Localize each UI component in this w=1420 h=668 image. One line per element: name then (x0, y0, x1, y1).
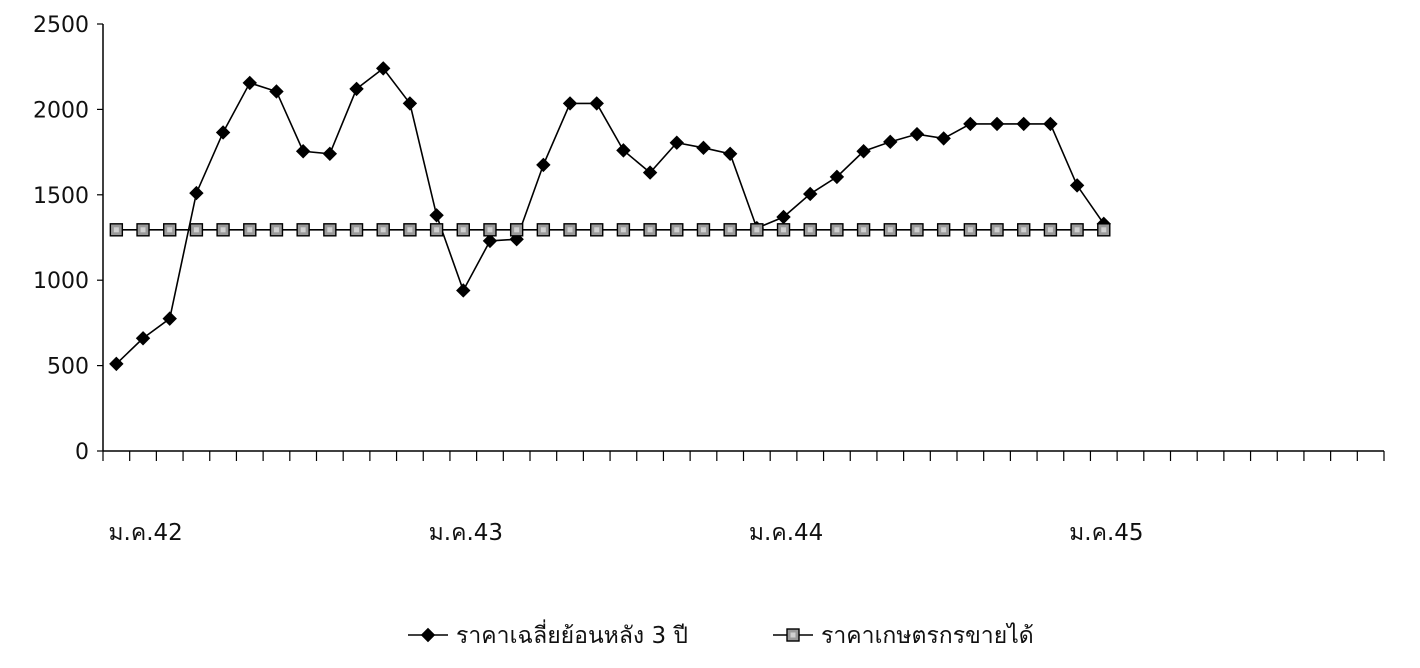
data-point-diamond (589, 96, 604, 111)
data-point-square-inner (647, 227, 653, 233)
data-point-diamond (562, 96, 578, 111)
data-point-diamond (883, 134, 898, 150)
data-point-square-inner (193, 227, 199, 233)
data-point-diamond (135, 331, 151, 346)
data-point-diamond (1043, 116, 1058, 132)
chart-legend: ราคาเฉลี่ยย้อนหลัง 3 ปี ราคาเกษตรกรขายได้ (408, 619, 1034, 649)
data-point-diamond (456, 283, 471, 298)
data-point-diamond (402, 96, 418, 111)
data-point-diamond (295, 144, 311, 159)
data-point-diamond (936, 131, 951, 146)
data-point-square-inner (380, 227, 386, 233)
data-point-square-inner (567, 227, 573, 233)
data-point-square-inner (300, 227, 306, 233)
data-point-square-inner (861, 227, 867, 233)
data-point-square-inner (914, 227, 920, 233)
data-point-diamond (909, 126, 925, 142)
data-point-diamond (162, 311, 177, 326)
data-point-square-inner (1101, 227, 1107, 233)
data-point-diamond (269, 84, 284, 99)
y-tick-label: 2500 (33, 13, 89, 38)
data-point-square-inner (1021, 227, 1027, 233)
data-point-square-inner (514, 227, 520, 233)
y-tick-label: 1500 (33, 184, 89, 209)
legend-entry-1: ราคาเฉลี่ยย้อนหลัง 3 ปี (408, 619, 688, 649)
data-point-diamond (669, 135, 684, 150)
data-point-square-inner (620, 227, 626, 233)
legend-entry-2: ราคาเกษตรกรขายได้ (773, 622, 1034, 649)
y-tick-label: 500 (47, 355, 89, 380)
series-1 (109, 61, 1111, 372)
legend-label: ราคาเฉลี่ยย้อนหลัง 3 ปี (456, 619, 688, 649)
data-point-diamond (696, 140, 711, 156)
data-point-diamond (829, 169, 845, 185)
data-point-square-inner (781, 227, 787, 233)
data-point-diamond (429, 208, 444, 223)
y-tick-label: 0 (75, 440, 89, 465)
data-point-square-inner (220, 227, 226, 233)
data-point-square-inner (700, 227, 706, 233)
data-point-diamond (803, 186, 818, 202)
data-point-diamond (616, 143, 631, 158)
data-point-square-inner (1047, 227, 1053, 233)
y-tick-label: 1000 (33, 269, 89, 294)
data-point-square-inner (460, 227, 466, 233)
data-point-diamond (215, 125, 231, 140)
chart-axes (102, 24, 1384, 452)
x-category-label: ม.ค.45 (1069, 520, 1143, 546)
data-point-square-inner (994, 227, 1000, 233)
data-point-diamond (642, 165, 658, 180)
x-category-label: ม.ค.43 (429, 520, 503, 546)
data-point-diamond (856, 144, 871, 159)
x-axis-category-labels: ม.ค.42 ม.ค.43 ม.ค.44 ม.ค.45 (108, 520, 1143, 546)
data-point-square-inner (487, 227, 493, 233)
data-point-diamond (109, 356, 124, 372)
data-point-diamond (1069, 178, 1085, 193)
data-point-square-inner (167, 227, 173, 233)
data-point-square-inner (807, 227, 813, 233)
series-2 (109, 223, 1111, 237)
data-point-square-inner (434, 227, 440, 233)
data-point-diamond (376, 61, 391, 76)
x-axis-ticks (102, 451, 1385, 461)
data-point-square-inner (941, 227, 947, 233)
data-point-square-inner (273, 227, 279, 233)
x-category-label: ม.ค.42 (108, 520, 182, 546)
data-point-square-inner (113, 227, 119, 233)
data-point-square-inner (140, 227, 146, 233)
data-point-square-inner (727, 227, 733, 233)
x-category-label: ม.ค.44 (749, 520, 823, 546)
data-point-diamond (482, 233, 498, 249)
data-point-diamond (536, 157, 551, 173)
data-point-square-inner (834, 227, 840, 233)
data-point-square-inner (1074, 227, 1080, 233)
data-point-diamond (189, 185, 204, 201)
data-point-square-inner (887, 227, 893, 233)
data-point-diamond (322, 146, 338, 162)
data-point-square-inner (594, 227, 600, 233)
series-line (115, 67, 1105, 365)
data-point-diamond (963, 116, 978, 132)
series-layer (109, 61, 1111, 372)
legend-marker-square-inner (790, 632, 796, 638)
data-point-square-inner (354, 227, 360, 233)
data-point-diamond (242, 75, 257, 91)
data-point-square-inner (754, 227, 760, 233)
data-point-diamond (722, 146, 738, 162)
data-point-square-inner (540, 227, 546, 233)
data-point-square-inner (674, 227, 680, 233)
data-point-square-inner (327, 227, 333, 233)
y-tick-label: 2000 (33, 98, 89, 123)
data-point-square-inner (407, 227, 413, 233)
data-point-square-inner (247, 227, 253, 233)
y-axis-ticks: 0 500 1000 1500 2000 2500 (33, 13, 103, 465)
data-point-diamond (349, 81, 364, 97)
data-point-diamond (1016, 116, 1031, 132)
legend-label: ราคาเกษตรกรขายได้ (821, 622, 1034, 649)
data-point-square-inner (967, 227, 973, 233)
data-point-diamond (989, 116, 1005, 132)
legend-marker-diamond (420, 627, 436, 643)
